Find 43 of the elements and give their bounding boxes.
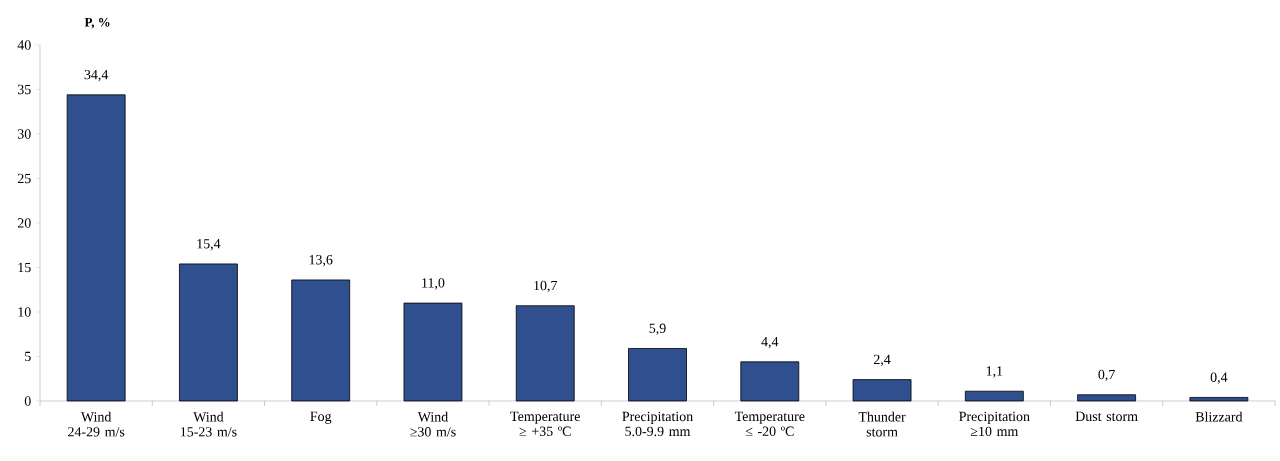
data-label: 10,7 [534,280,558,293]
bar [1077,394,1136,402]
data-label: 0,7 [1098,369,1115,382]
x-tick-label: Wind 24-29 m/s [68,411,125,437]
y-tick-label: 25 [17,173,31,184]
x-tick-label: Precipitation ≥10 mm [959,411,1030,437]
y-tick-label: 35 [17,84,31,95]
x-tick-label: Dust storm [1075,411,1138,422]
x-tick-label: Fog [310,411,332,424]
y-axis-title: P, % [84,17,110,29]
bar [964,390,1024,402]
y-tick-label: 20 [17,218,31,228]
bar [291,279,351,402]
y-tick-label: 10 [18,307,31,317]
y-tick-label: 40 [17,40,31,50]
y-tick-label: 30 [17,129,31,139]
x-tick-label: Precipitation 5.0-9.9 mm [622,411,693,437]
bar [628,348,687,402]
data-label: 13,6 [309,255,333,267]
data-label: 11,0 [422,278,445,290]
y-tick-label: 15 [18,262,31,273]
x-tick-label: Blizzard [1195,411,1243,422]
x-tick-label: Temperature ≥ +35 ºC [510,411,580,436]
data-label: 5,9 [649,323,666,335]
bar [179,263,238,402]
data-label: 4,4 [761,336,779,349]
data-label: 1,1 [986,366,1003,378]
data-label: 34,4 [84,69,109,82]
bar [852,379,912,402]
bar [740,361,800,402]
x-tick-label: Thunder storm [858,411,906,437]
y-tick-label: 5 [25,351,31,362]
y-tick-label: 0 [24,396,31,406]
x-tick-label: Wind ≥30 m/s [410,411,456,437]
data-label: 15,4 [197,239,221,251]
bar [515,305,575,402]
bar [403,302,463,402]
bar [1189,397,1249,402]
data-label: 2,4 [873,354,891,367]
x-tick-label: Wind 15-23 m/s [180,411,237,437]
data-label: 0,4 [1210,372,1228,384]
x-tick-label: Temperature ≤ -20 ºC [734,411,805,436]
bar [66,94,126,402]
